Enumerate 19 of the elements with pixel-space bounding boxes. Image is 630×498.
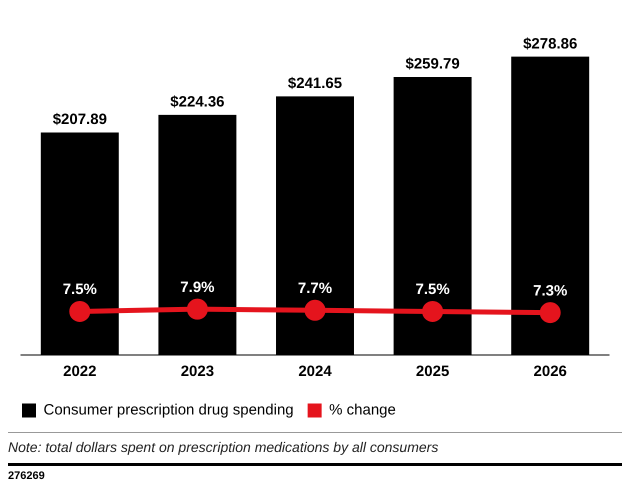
legend-label: Consumer prescription drug spending [44,402,294,419]
data-label: $278.86 [523,35,578,52]
data-label: 7.5% [62,281,97,298]
data-label: 7.7% [298,280,332,297]
x-tick-label: 2025 [416,363,450,380]
data-label: $259.79 [405,56,460,73]
data-label: $224.36 [170,94,225,111]
data-label: $207.89 [52,111,107,128]
data-label: 7.3% [533,282,568,300]
legend-label: % change [329,402,396,419]
x-tick-label: 2022 [63,363,96,380]
x-tick-label: 2024 [298,363,332,380]
data-label: $241.65 [288,75,342,92]
data-label: 7.5% [416,281,450,298]
x-tick-label: 2023 [180,363,214,380]
text: 276269 [8,470,45,482]
data-label: 7.9% [180,278,214,296]
text: Note: total dollars spent on prescription medications by all consumers [8,439,440,455]
x-tick-label: 2026 [534,363,567,380]
